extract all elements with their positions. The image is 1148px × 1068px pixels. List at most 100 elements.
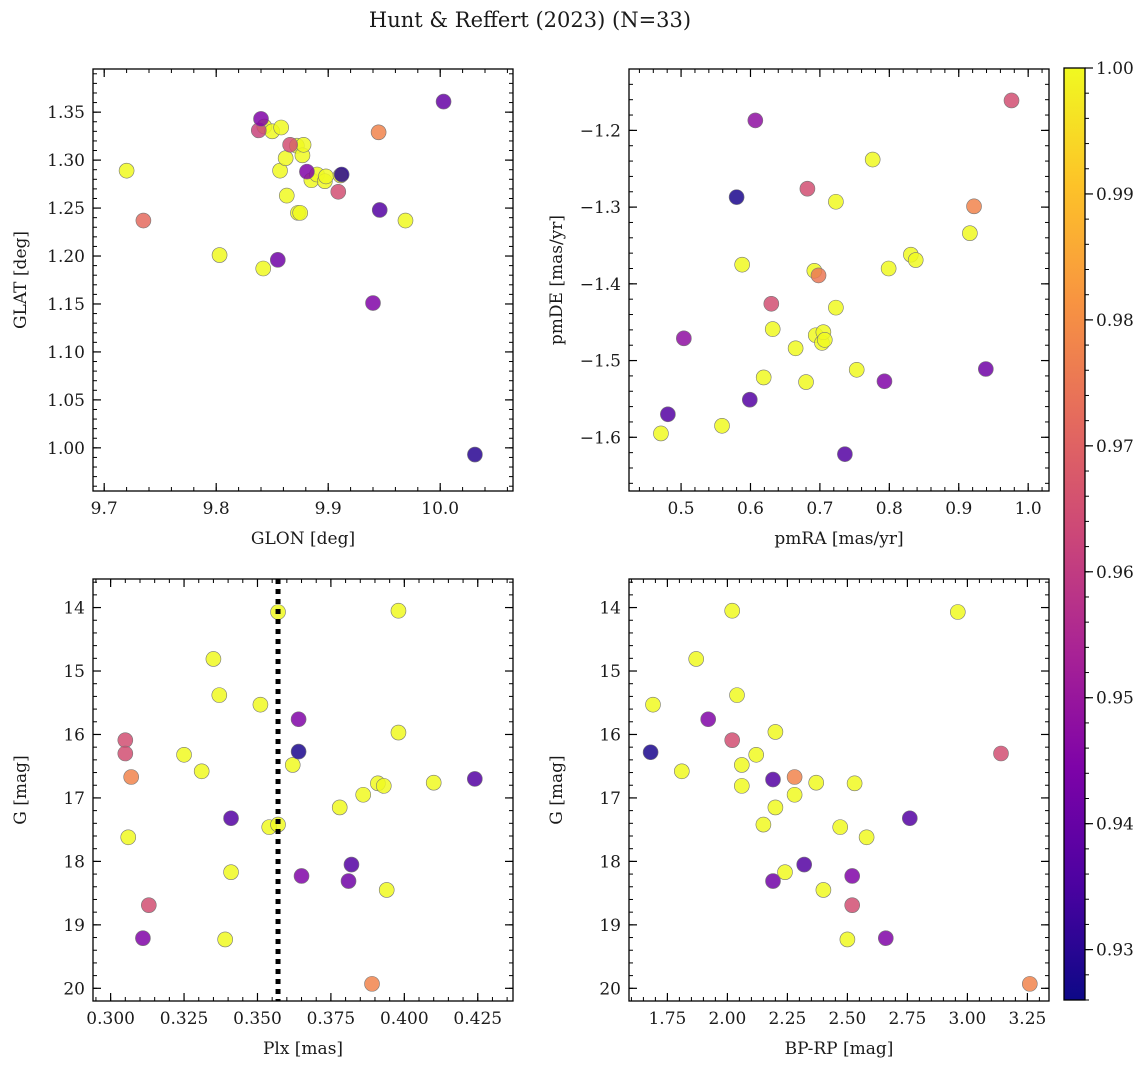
x-tick-label: 0.300 <box>86 1009 135 1029</box>
y-axis-label: GLAT [deg] <box>11 231 31 329</box>
scatter-point <box>378 882 395 898</box>
scatter-point <box>734 256 750 273</box>
scatter-point <box>907 252 924 268</box>
scatter-point <box>808 774 825 791</box>
scatter-point <box>880 260 897 277</box>
y-tick-label: 1.20 <box>47 247 85 267</box>
panel-bprp-g: 1.75 2.00 2.25 2.50 2.75 3.00 3.25 14 15 16 17 18 19… <box>547 578 1050 1059</box>
y-axis-label: G [mag] <box>11 755 31 824</box>
y-tick-label: 18 <box>599 852 621 872</box>
colorbar-tick-label: 0.95 <box>1096 689 1134 709</box>
scatter-point <box>837 446 853 462</box>
x-tick-label: 2.50 <box>828 1009 866 1029</box>
scatter-point <box>273 119 289 136</box>
scatter-point <box>816 332 833 348</box>
major-ticks <box>629 69 1049 491</box>
scatter-point <box>876 373 893 390</box>
scatter-point <box>318 168 334 185</box>
scatter-point <box>333 166 350 183</box>
y-tick-label: 16 <box>599 725 621 745</box>
colorbar-tick-label: 0.94 <box>1096 815 1134 835</box>
scatter-point <box>786 786 803 803</box>
x-axis-label: Plx [mas] <box>263 1039 343 1059</box>
scatter-point <box>299 163 315 180</box>
scatter-point <box>365 295 381 311</box>
y-tick-label: 15 <box>63 662 85 682</box>
scatter-point <box>767 724 784 740</box>
scatter-point <box>330 183 347 200</box>
scatter-point <box>815 882 832 898</box>
y-tick-label: 1.25 <box>47 199 85 219</box>
scatter-point <box>949 604 966 620</box>
y-tick-label: 19 <box>63 916 85 936</box>
colorbar: 0.93 0.94 0.95 0.96 0.97 0.98 0.99 1.00 <box>1063 59 1134 1001</box>
axes-frame <box>92 578 514 1002</box>
y-tick-label: 1.15 <box>47 295 85 315</box>
y-tick-label: −1.4 <box>580 275 621 295</box>
scatter-point <box>223 810 239 827</box>
scatter-point <box>645 696 661 713</box>
scatter-point <box>864 151 881 168</box>
scatter-point <box>292 205 309 221</box>
panel-pmra-pmde: 0.5 0.6 0.7 0.8 0.9 1.0 −1.6 −1.5 −1.4 −1.3 −1.2 pm… <box>547 68 1050 549</box>
scatter-point <box>733 757 750 773</box>
scatter-point <box>390 602 407 619</box>
x-tick-label: 3.25 <box>1008 1009 1046 1029</box>
scatter-point <box>435 93 452 110</box>
colorbar-ticks <box>1085 67 1093 1001</box>
scatter-point <box>223 864 239 880</box>
scatter-point <box>724 732 741 748</box>
scatter-point <box>700 711 717 728</box>
figure-title: Hunt & Reffert (2023) (N=33) <box>369 8 691 32</box>
scatter-point <box>777 864 793 880</box>
scatter-point <box>205 651 222 667</box>
points <box>653 92 1020 462</box>
colorbar-tick-label: 0.93 <box>1096 941 1134 961</box>
scatter-point <box>467 771 483 787</box>
y-tick-label: 18 <box>63 852 85 872</box>
scatter-point <box>733 778 750 794</box>
scatter-point <box>764 321 781 337</box>
minor-ticks <box>629 68 1049 491</box>
scatter-point <box>364 976 380 992</box>
scatter-point <box>278 187 295 204</box>
scatter-point <box>467 446 483 463</box>
colorbar-frame <box>1063 67 1086 1001</box>
scatter-point <box>331 799 348 816</box>
scatter-point <box>1022 976 1038 992</box>
scatter-point <box>858 829 875 846</box>
x-tick-label: 0.8 <box>876 499 903 519</box>
scatter-point <box>370 124 387 141</box>
colorbar-tick-label: 0.98 <box>1096 311 1134 331</box>
scatter-point <box>269 252 286 268</box>
x-tick-label: 2.00 <box>708 1009 746 1029</box>
major-ticks <box>93 579 513 1001</box>
scatter-point <box>355 786 372 803</box>
scatter-point <box>729 687 745 703</box>
x-tick-label: 9.7 <box>91 499 118 519</box>
scatter-point <box>741 391 758 408</box>
panel-plx-g: 0.300 0.325 0.350 0.375 0.400 0.425 14 15 16 17 18… <box>11 578 514 1059</box>
scatter-point <box>810 267 827 284</box>
colorbar-tick-label: 0.96 <box>1096 563 1134 583</box>
x-tick-label: 0.7 <box>806 499 833 519</box>
y-tick-label: 17 <box>63 789 85 809</box>
scatter-point <box>135 930 151 946</box>
scatter-point <box>255 260 272 277</box>
scatter-point <box>844 868 861 884</box>
scatter-point <box>1003 92 1020 109</box>
scatter-point <box>763 295 780 312</box>
y-tick-label: 20 <box>599 979 621 999</box>
x-tick-label: 0.9 <box>945 499 972 519</box>
y-tick-label: 16 <box>63 725 85 745</box>
scatter-point <box>877 930 894 946</box>
scatter-point <box>642 744 659 761</box>
y-tick-label: 1.00 <box>47 439 85 459</box>
x-tick-label: 1.0 <box>1015 499 1042 519</box>
x-tick-label: 0.6 <box>737 499 764 519</box>
scatter-point <box>660 406 676 423</box>
scatter-point <box>798 374 814 390</box>
panel-glon-glat: 9.7 9.8 9.9 10.0 1.00 1.05 1.10 1.15 1.20 1.25 1.3… <box>11 68 514 549</box>
scatter-point <box>141 897 157 913</box>
